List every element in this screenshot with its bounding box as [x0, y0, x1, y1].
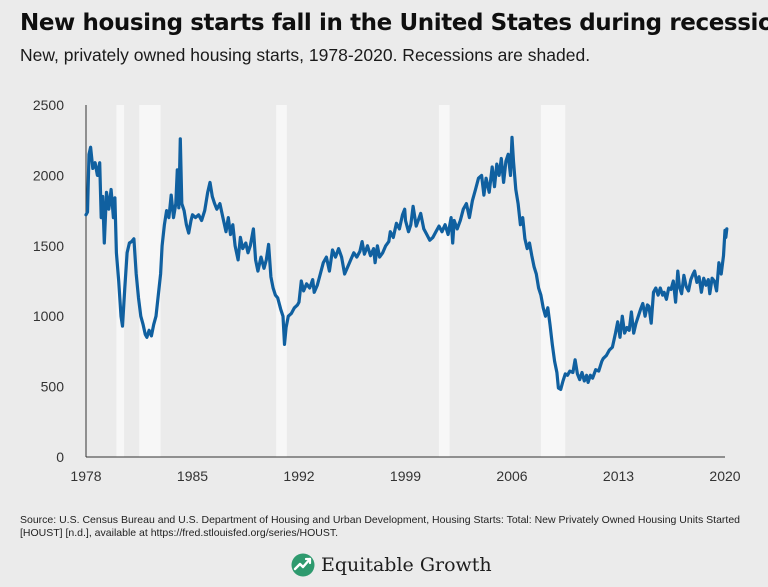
x-tick-label: 1978 [70, 468, 101, 484]
y-tick-label: 500 [41, 379, 65, 395]
chart-title: New housing starts fall in the United St… [20, 10, 768, 36]
housing-starts-chart: 0 500 1000 1500 2000 2500 1978 1985 1992 1999 2006… [33, 97, 741, 484]
recession-band-3 [438, 105, 450, 457]
x-tick-label: 1999 [390, 468, 421, 484]
x-tick-label: 2020 [709, 468, 740, 484]
x-tick-label: 2013 [603, 468, 634, 484]
y-tick-label: 0 [56, 449, 64, 465]
y-tick-label: 1000 [33, 308, 64, 324]
recession-bands [116, 105, 566, 457]
growth-leaf-icon [291, 553, 315, 577]
recession-band-4 [540, 105, 566, 457]
y-tick-label: 2500 [33, 97, 64, 113]
series-line-0 [84, 135, 729, 391]
recession-band-1 [139, 105, 161, 457]
series [84, 135, 729, 391]
recession-band-2 [276, 105, 287, 457]
equitable-growth-logo[interactable]: Equitable Growth [291, 553, 492, 577]
x-tick-label: 1992 [283, 468, 314, 484]
tick-labels: 0 500 1000 1500 2000 2500 1978 1985 1992 1999 2006… [33, 97, 741, 484]
y-tick-label: 2000 [33, 167, 64, 183]
axes [85, 105, 725, 458]
chart-subtitle: New, privately owned housing starts, 197… [20, 45, 591, 65]
source-note: Source: U.S. Census Bureau and U.S. Depa… [20, 514, 740, 539]
y-tick-label: 1500 [33, 238, 64, 254]
x-tick-label: 1985 [177, 468, 208, 484]
brand-name: Equitable Growth [321, 554, 492, 576]
x-tick-label: 2006 [496, 468, 527, 484]
